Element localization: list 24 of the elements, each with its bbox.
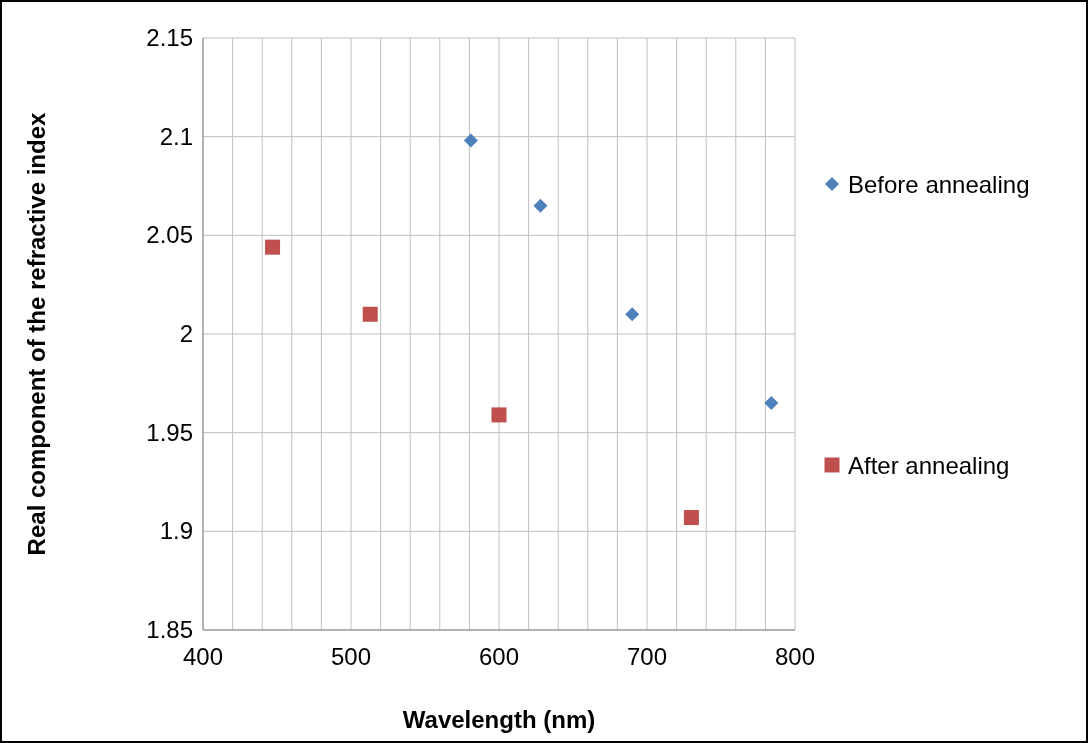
y-tick-label: 2.05 xyxy=(146,221,193,249)
x-tick-label: 400 xyxy=(182,643,224,670)
legend-label: After annealing xyxy=(848,452,1010,479)
point xyxy=(533,198,548,213)
y-axis-title: Real component of the refractive index xyxy=(23,111,50,556)
point xyxy=(683,510,699,526)
point xyxy=(362,306,378,322)
x-tick-label: 800 xyxy=(774,643,816,670)
x-tick-label: 500 xyxy=(330,643,372,670)
x-tick-label: 600 xyxy=(478,643,520,670)
y-tick-label: 2.1 xyxy=(159,122,193,150)
y-tick-label: 2 xyxy=(179,320,193,347)
y-tick-label: 1.85 xyxy=(146,616,193,643)
y-tick-label: 1.9 xyxy=(159,517,193,545)
x-axis-title: Wavelength (nm) xyxy=(402,706,596,733)
point xyxy=(491,407,507,423)
point xyxy=(463,133,478,148)
y-tick-label: 1.95 xyxy=(146,418,193,446)
point xyxy=(764,396,779,411)
legend-label: Before annealing xyxy=(848,171,1030,198)
x-tick-label: 700 xyxy=(626,643,668,670)
y-tick-label: 2.15 xyxy=(146,24,193,51)
point xyxy=(625,307,640,322)
point xyxy=(265,239,281,255)
